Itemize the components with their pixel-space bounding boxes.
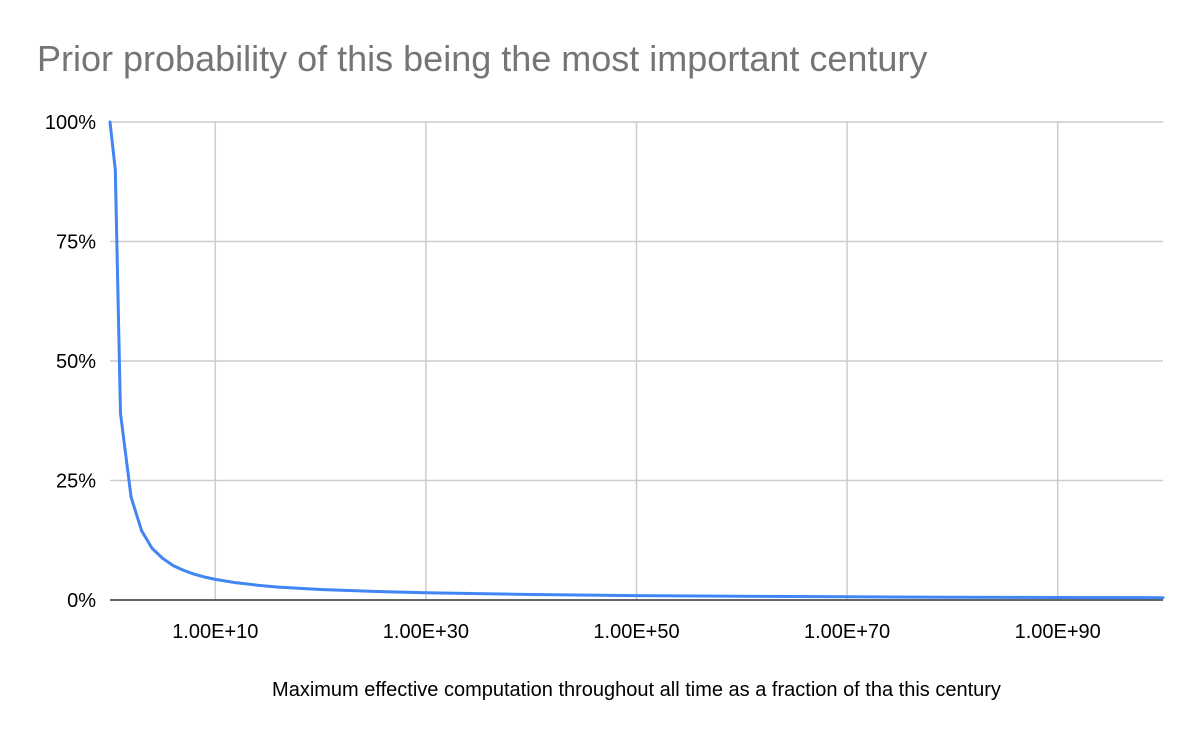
x-axis-label: Maximum effective computation throughout… — [272, 679, 1001, 701]
y-tick-label: 0% — [67, 590, 96, 612]
y-tick-label: 75% — [56, 232, 96, 254]
y-axis-ticks: 0% 25% 50% 75% 100% — [45, 112, 96, 612]
gridlines — [110, 121, 1163, 600]
chart-title: Prior probability of this being the most… — [37, 38, 928, 79]
y-tick-label: 50% — [56, 351, 96, 373]
x-tick-label: 1.00E+90 — [1015, 621, 1101, 643]
x-tick-label: 1.00E+10 — [172, 621, 258, 643]
x-axis-ticks: 1.00E+10 1.00E+30 1.00E+50 1.00E+70 1.00E+90 — [172, 621, 1101, 643]
x-tick-label: 1.00E+50 — [593, 621, 679, 643]
x-tick-label: 1.00E+30 — [383, 621, 469, 643]
y-tick-label: 25% — [56, 471, 96, 493]
series-layer — [108, 120, 1165, 600]
y-tick-label: 100% — [45, 112, 96, 134]
x-tick-label: 1.00E+70 — [804, 621, 890, 643]
